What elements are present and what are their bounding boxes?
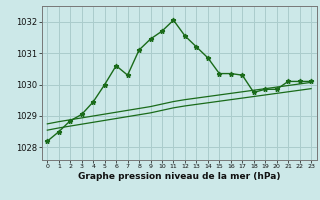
X-axis label: Graphe pression niveau de la mer (hPa): Graphe pression niveau de la mer (hPa) (78, 172, 280, 181)
